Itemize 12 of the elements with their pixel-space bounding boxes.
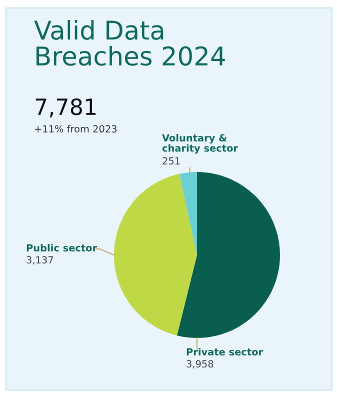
slice-label: Voluntary & charity sector xyxy=(162,134,238,154)
pie-slice xyxy=(114,174,197,336)
slice-label: Public sector xyxy=(26,244,98,252)
data-label: 3,137 xyxy=(26,256,53,265)
chart-title: Valid Data Breaches 2024 xyxy=(34,20,225,66)
text: +11% from 2023 xyxy=(35,125,117,133)
chart-subtitle: 7,781 xyxy=(36,98,96,118)
slice-label: Private sector xyxy=(186,348,264,356)
pie-slice xyxy=(179,172,197,255)
pie-slice xyxy=(176,172,280,338)
data-label: 3,958 xyxy=(186,360,214,369)
data-label: 251 xyxy=(162,157,180,165)
